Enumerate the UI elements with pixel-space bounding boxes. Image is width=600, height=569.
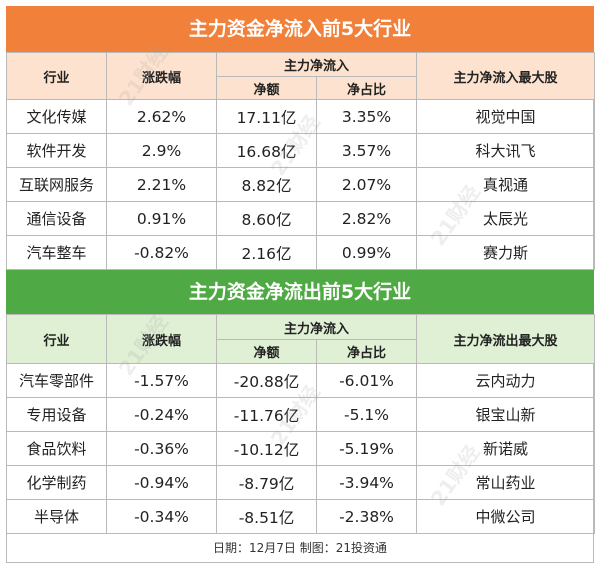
cell-change: -0.94% xyxy=(106,465,217,500)
cell-industry: 食品饮料 xyxy=(6,431,107,466)
cell-change: -0.24% xyxy=(106,397,217,432)
cell-net-ratio: 2.82% xyxy=(315,201,418,236)
cell-industry: 汽车零部件 xyxy=(6,363,107,398)
header-top-stock: 主力净流入最大股 xyxy=(416,52,596,100)
cell-top-stock: 常山药业 xyxy=(416,465,596,500)
header-net-amount: 净额 xyxy=(216,76,317,100)
cell-net-ratio: 0.99% xyxy=(315,235,418,270)
cell-industry: 文化传媒 xyxy=(6,99,107,134)
header-net-group: 主力净流入 xyxy=(215,314,418,340)
cell-top-stock: 真视通 xyxy=(416,167,596,202)
cell-net-ratio: -3.94% xyxy=(315,465,418,500)
cell-change: 2.9% xyxy=(106,133,217,168)
cell-net-ratio: -6.01% xyxy=(315,363,418,398)
cell-net-amount: 8.60亿 xyxy=(216,201,317,236)
header-change: 涨跌幅 xyxy=(106,52,217,100)
cell-top-stock: 银宝山新 xyxy=(416,397,596,432)
cell-change: -0.36% xyxy=(106,431,217,466)
table-row: 专用设备 -0.24% -11.76亿 -5.1% 银宝山新 xyxy=(6,397,596,432)
cell-net-ratio: -2.38% xyxy=(315,499,418,534)
header-industry: 行业 xyxy=(6,52,107,100)
cell-net-amount: 17.11亿 xyxy=(216,99,317,134)
cell-change: 2.21% xyxy=(106,167,217,202)
cell-top-stock: 云内动力 xyxy=(416,363,596,398)
table-row: 通信设备 0.91% 8.60亿 2.82% 太辰光 xyxy=(6,201,596,236)
cell-net-ratio: 3.35% xyxy=(315,99,418,134)
cell-top-stock: 视觉中国 xyxy=(416,99,596,134)
cell-net-amount: -11.76亿 xyxy=(216,397,317,432)
cell-change: -1.57% xyxy=(106,363,217,398)
cell-industry: 半导体 xyxy=(6,499,107,534)
outflow-table: 行业 涨跌幅 主力净流入 主力净流出最大股 净额 净占比 汽车零部件 -1.57… xyxy=(6,314,596,534)
cell-change: -0.82% xyxy=(106,235,217,270)
header-net-amount: 净额 xyxy=(216,339,317,364)
cell-net-ratio: 2.07% xyxy=(315,167,418,202)
cell-net-amount: -20.88亿 xyxy=(216,363,317,398)
table-row: 文化传媒 2.62% 17.11亿 3.35% 视觉中国 xyxy=(6,99,596,134)
table-row: 汽车零部件 -1.57% -20.88亿 -6.01% 云内动力 xyxy=(6,363,596,398)
cell-change: 2.62% xyxy=(106,99,217,134)
cell-top-stock: 太辰光 xyxy=(416,201,596,236)
inflow-title: 主力资金净流入前5大行业 xyxy=(6,6,594,52)
header-change: 涨跌幅 xyxy=(106,314,217,364)
cell-industry: 专用设备 xyxy=(6,397,107,432)
cell-top-stock: 中微公司 xyxy=(416,499,596,534)
cell-net-amount: 2.16亿 xyxy=(216,235,317,270)
cell-net-amount: -8.51亿 xyxy=(216,499,317,534)
table-row: 食品饮料 -0.36% -10.12亿 -5.19% 新诺威 xyxy=(6,431,596,466)
outflow-title: 主力资金净流出前5大行业 xyxy=(6,270,594,314)
table-row: 半导体 -0.34% -8.51亿 -2.38% 中微公司 xyxy=(6,499,596,534)
inflow-table: 行业 涨跌幅 主力净流入 主力净流入最大股 净额 净占比 文化传媒 2.62% … xyxy=(6,52,596,270)
cell-industry: 互联网服务 xyxy=(6,167,107,202)
header-industry: 行业 xyxy=(6,314,107,364)
header-net-ratio: 净占比 xyxy=(315,339,418,364)
cell-top-stock: 新诺威 xyxy=(416,431,596,466)
cell-industry: 化学制药 xyxy=(6,465,107,500)
cell-net-ratio: -5.1% xyxy=(315,397,418,432)
table-row: 互联网服务 2.21% 8.82亿 2.07% 真视通 xyxy=(6,167,596,202)
cell-change: 0.91% xyxy=(106,201,217,236)
cell-industry: 软件开发 xyxy=(6,133,107,168)
table-row: 软件开发 2.9% 16.68亿 3.57% 科大讯飞 xyxy=(6,133,596,168)
cell-industry: 通信设备 xyxy=(6,201,107,236)
table-row: 汽车整车 -0.82% 2.16亿 0.99% 赛力斯 xyxy=(6,235,596,270)
cell-net-amount: 8.82亿 xyxy=(216,167,317,202)
header-net-group: 主力净流入 xyxy=(215,52,418,77)
cell-net-amount: -10.12亿 xyxy=(216,431,317,466)
cell-net-ratio: -5.19% xyxy=(315,431,418,466)
cell-net-amount: 16.68亿 xyxy=(216,133,317,168)
header-net-ratio: 净占比 xyxy=(315,76,418,100)
cell-net-ratio: 3.57% xyxy=(315,133,418,168)
header-top-stock: 主力净流出最大股 xyxy=(416,314,596,364)
cell-industry: 汽车整车 xyxy=(6,235,107,270)
cell-top-stock: 赛力斯 xyxy=(416,235,596,270)
footer-credit: 日期：12月7日 制图：21投资通 xyxy=(213,541,387,555)
table-row: 化学制药 -0.94% -8.79亿 -3.94% 常山药业 xyxy=(6,465,596,500)
cell-change: -0.34% xyxy=(106,499,217,534)
cell-net-amount: -8.79亿 xyxy=(216,465,317,500)
cell-top-stock: 科大讯飞 xyxy=(416,133,596,168)
